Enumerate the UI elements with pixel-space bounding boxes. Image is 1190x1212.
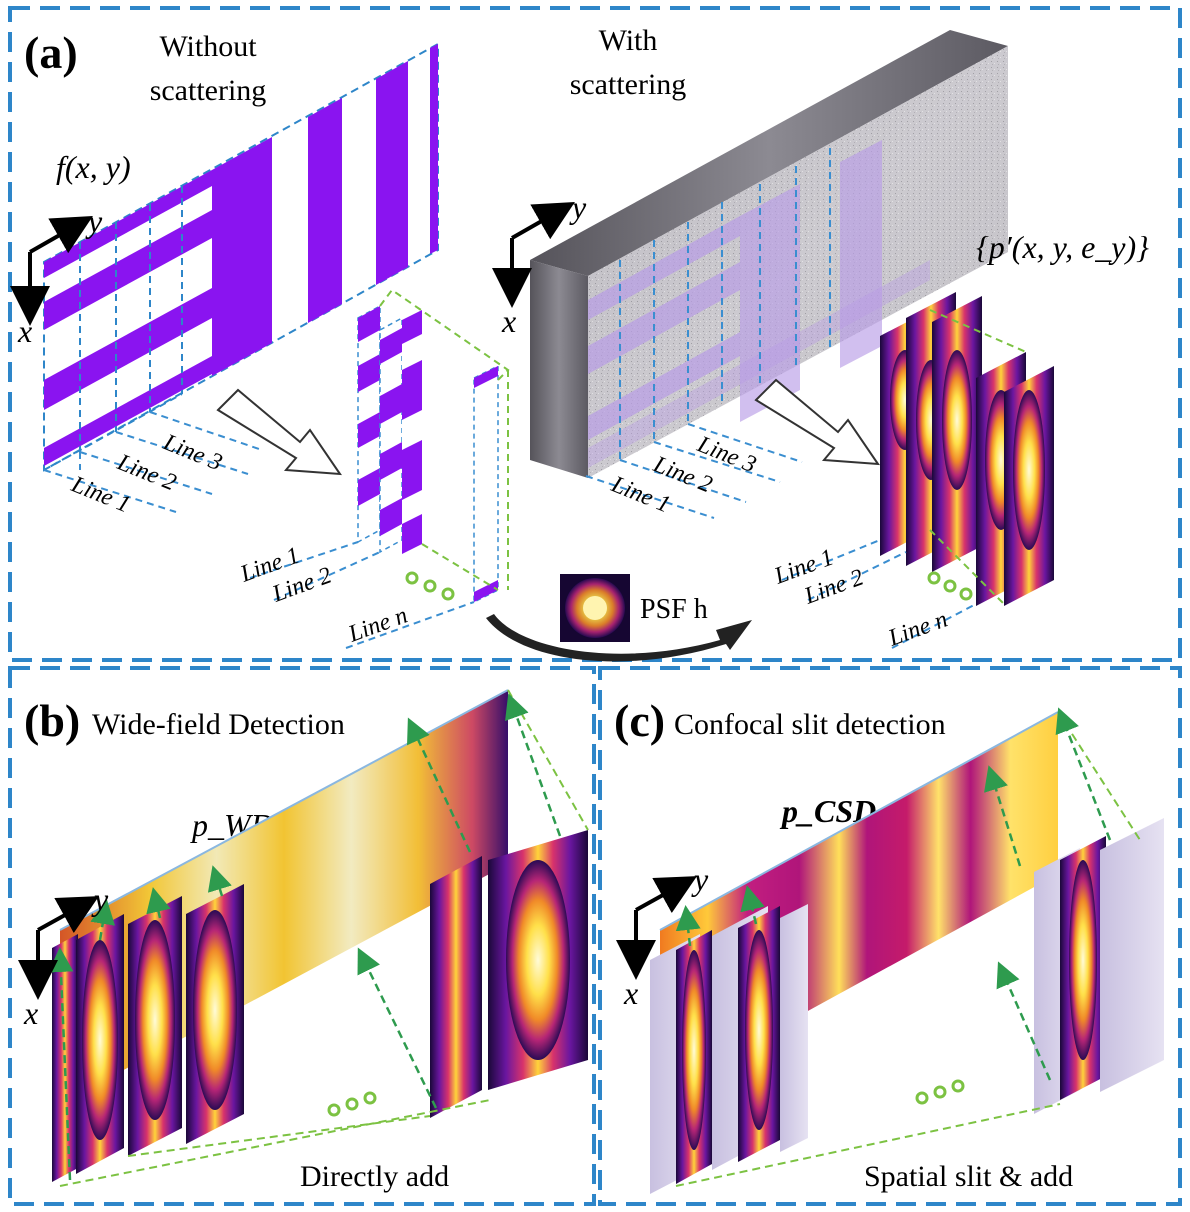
- axis-y-c: y: [691, 861, 709, 897]
- panel-b-title: Wide-field Detection: [92, 708, 345, 741]
- stack-line-n-right: Line n: [884, 606, 951, 652]
- slice-stack-without-scattering: [357, 288, 510, 604]
- csd-guides: [675, 711, 1141, 1187]
- axis-x-c: x: [623, 975, 638, 1011]
- line-guides-right: [585, 423, 803, 519]
- object-function-label: f(x, y): [56, 149, 131, 185]
- axis-y-b: y: [91, 881, 109, 917]
- panel-c-border: [598, 666, 1182, 1206]
- stack-guides-right: [781, 539, 977, 649]
- axis-x-a-right: x: [501, 303, 516, 339]
- stack-guides-left: [249, 541, 475, 649]
- panel-b-letter: (b): [24, 695, 80, 746]
- psf-image: [560, 574, 630, 642]
- axes-a-right: [492, 202, 575, 308]
- with-scattering-title-2: scattering: [570, 68, 687, 101]
- line-guides-left: [43, 411, 263, 513]
- wd-slices: [52, 830, 588, 1182]
- axes-a-left: [10, 216, 93, 326]
- csd-slices: [650, 818, 1164, 1194]
- csd-dots: [915, 1079, 965, 1105]
- projection-stack-dots: [927, 571, 973, 601]
- projection-stack: [880, 292, 1054, 606]
- panel-c-letter: (c): [614, 695, 665, 746]
- panel-c-caption: Spatial slit & add: [864, 1160, 1073, 1193]
- hollow-arrow-right: [754, 378, 880, 466]
- axis-x-b: x: [23, 995, 38, 1031]
- csd-arrows: [675, 707, 1112, 1081]
- slice-stack-dots-left: [405, 571, 455, 601]
- wd-dots: [327, 1091, 377, 1117]
- with-scattering-title-1: With: [599, 24, 658, 57]
- panel-b-border: [8, 666, 596, 1206]
- panel-c-title: Confocal slit detection: [674, 708, 946, 741]
- panel-b-caption: Directly add: [300, 1160, 449, 1193]
- axis-y-a-left: y: [85, 203, 103, 239]
- without-scattering-title-2: scattering: [150, 74, 267, 107]
- projection-set-label: {p′(x, y, e_y)}: [976, 229, 1149, 265]
- hollow-arrow-left: [216, 388, 342, 476]
- without-scattering-title-1: Without: [159, 30, 257, 63]
- axes-b: [18, 896, 99, 1000]
- panel-a-letter: (a): [24, 27, 78, 78]
- wd-arrows: [48, 693, 562, 1181]
- psf-curved-arrow: [486, 614, 752, 662]
- scattering-slab: [530, 30, 1008, 478]
- psf-label: PSF h: [640, 594, 708, 625]
- axis-y-a-right: y: [569, 189, 587, 225]
- axis-x-a-left: x: [17, 313, 32, 349]
- line-1-left: Line 1: [67, 471, 134, 518]
- stack-line-n-left: Line n: [344, 602, 411, 648]
- axes-c: [616, 876, 697, 980]
